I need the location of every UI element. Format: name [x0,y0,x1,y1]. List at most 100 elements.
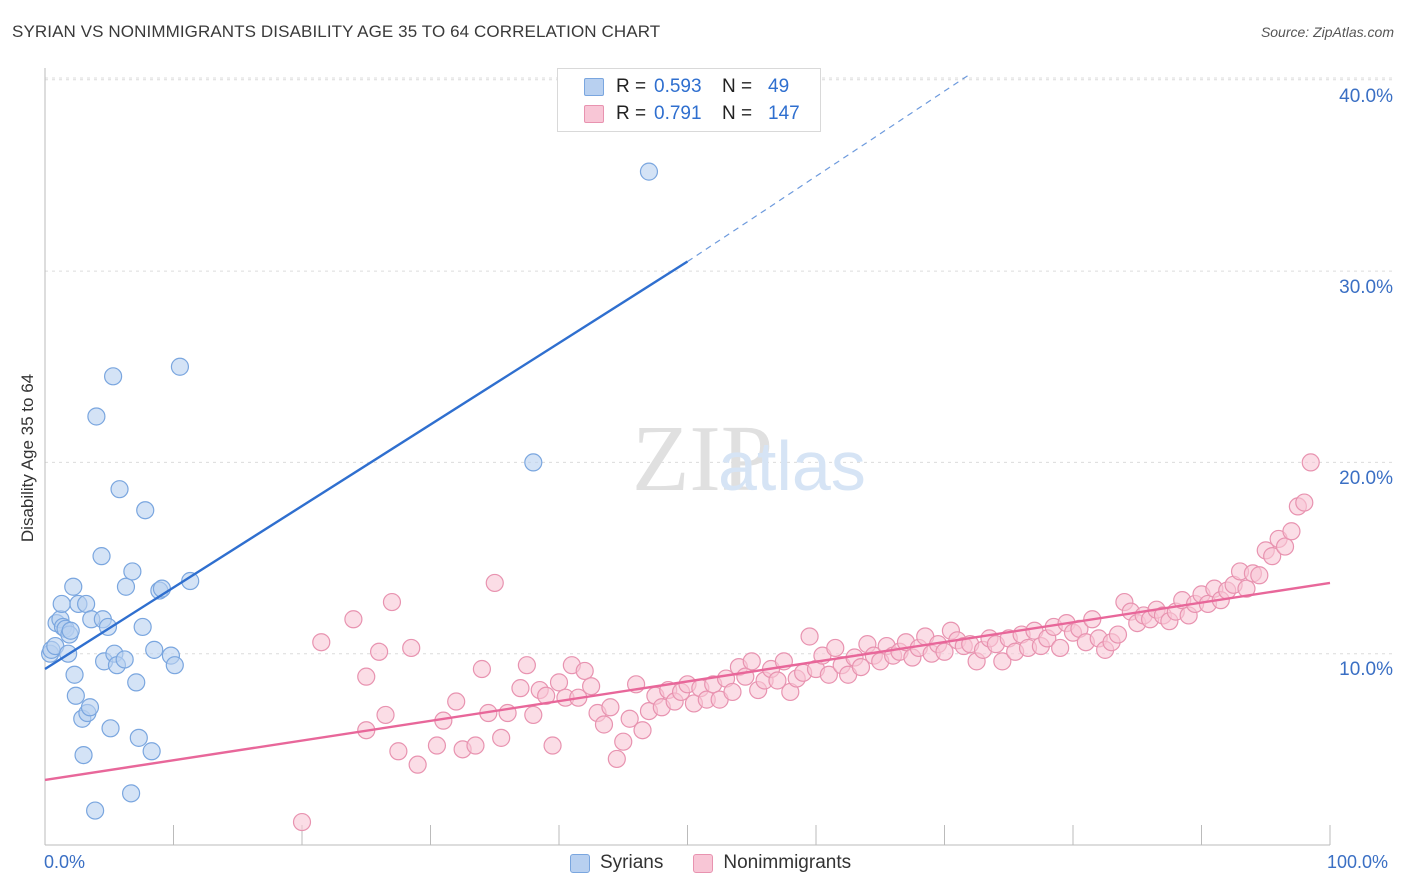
y-tick-label-40: 40.0% [1339,86,1393,107]
legend-r-label: R = [616,103,647,124]
nonimmigrants-point [524,705,543,725]
nonimmigrants-point [292,812,312,832]
syrians-point [639,162,659,181]
nonimmigrants-point [851,657,871,677]
nonimmigrants-point [1237,579,1256,598]
nonimmigrants-point [1295,493,1314,512]
nonimmigrants-point [633,721,652,740]
nonimmigrants-point [742,652,761,671]
nonimmigrants-trend-line [44,581,1331,782]
nonimmigrants-point [1263,547,1282,566]
x-tick-label-min: 0.0% [44,852,86,872]
nonimmigrants-point [601,698,620,717]
syrians-point [136,501,155,520]
legend-r-value: 0.593 [654,76,702,97]
nonimmigrants-point [511,679,530,698]
syrians-point [142,742,161,761]
nonimmigrants-point [370,642,389,661]
legend-swatch-nonimmigrants [584,105,604,123]
nonimmigrants-point [427,736,447,755]
syrians-points [41,162,659,820]
syrians-point [129,728,148,747]
y-axis-label: Disability Age 35 to 64 [18,373,37,543]
nonimmigrants-point [607,749,626,769]
series-swatch-nonimmigrants [693,853,714,873]
y-tick-label-30: 30.0% [1339,277,1393,298]
legend-n-value: 147 [768,103,800,124]
nonimmigrants-point [620,709,639,728]
syrians-point [121,784,141,803]
syrians-point [64,577,83,596]
x-tick-label-max: 100.0% [1327,852,1389,872]
legend-r-value: 0.791 [654,103,702,124]
series-legend: Syrians Nonimmigrants [570,852,881,874]
nonimmigrants-points [292,453,1320,832]
nonimmigrants-point [472,659,491,679]
nonimmigrants-point [382,592,402,612]
nonimmigrants-point [517,656,536,675]
trend-lines [44,73,1331,782]
nonimmigrants-point [723,682,742,702]
syrians-point [87,407,106,426]
nonimmigrants-point [826,638,845,658]
syrians-point [127,673,146,692]
nonimmigrants-point [768,671,787,690]
nonimmigrants-point [402,638,421,658]
syrians-point [104,367,123,386]
nonimmigrants-point [1108,625,1128,644]
nonimmigrants-point [549,673,569,692]
nonimmigrants-point [492,728,511,747]
legend-n-label: N = [722,76,753,97]
nonimmigrants-point [575,661,594,681]
nonimmigrants-point [1301,453,1320,472]
nonimmigrants-point [466,736,485,755]
nonimmigrants-point [594,715,614,734]
nonimmigrants-point [312,633,331,652]
syrians-point [65,665,84,684]
series-label-nonimmigrants: Nonimmigrants [723,852,852,873]
y-tick-label-10: 10.0% [1339,659,1393,680]
nonimmigrants-point [1282,522,1301,541]
nonimmigrants-point [582,677,601,696]
correlation-legend: R = 0.593 N = 49 R = 0.791 N = 147 [557,68,821,132]
syrians-point [170,357,190,376]
syrians-point [92,547,111,566]
gridlines [45,77,1393,655]
legend-n-value: 49 [768,76,790,97]
syrians-point [77,594,96,614]
nonimmigrants-point [447,692,466,711]
syrians-point [165,656,184,675]
syrians-point [123,562,142,581]
legend-r-label: R = [616,76,647,97]
syrians-point [101,719,120,738]
series-swatch-syrians [570,853,590,873]
series-label-syrians: Syrians [600,852,664,873]
syrians-point [116,577,136,596]
legend-row-nonimmigrants: R = 0.791 N = 147 [584,102,800,126]
nonimmigrants-point [1051,638,1070,658]
syrians-point [86,801,105,820]
syrians-point [61,621,80,640]
series-legend-syrians[interactable]: Syrians [570,852,663,874]
nonimmigrants-point [389,742,408,761]
nonimmigrants-point [935,642,954,661]
nonimmigrants-point [485,573,504,593]
legend-row-syrians: R = 0.593 N = 49 [584,75,789,99]
nonimmigrants-point [408,755,427,774]
syrians-point [133,617,152,637]
nonimmigrants-point [357,667,376,686]
nonimmigrants-point [819,665,838,684]
syrians-point [66,686,85,705]
legend-n-label: N = [722,103,753,124]
nonimmigrants-point [376,705,395,725]
syrians-point [524,453,543,472]
source-label: Source: ZipAtlas.com [1260,24,1394,40]
series-legend-nonimmigrants[interactable]: Nonimmigrants [693,852,851,874]
nonimmigrants-point [1250,566,1269,585]
nonimmigrants-point [344,610,363,629]
y-tick-label-20: 20.0% [1339,468,1393,489]
syrians-point [52,594,71,614]
legend-swatch-syrians [584,78,604,96]
nonimmigrants-point [614,732,633,751]
